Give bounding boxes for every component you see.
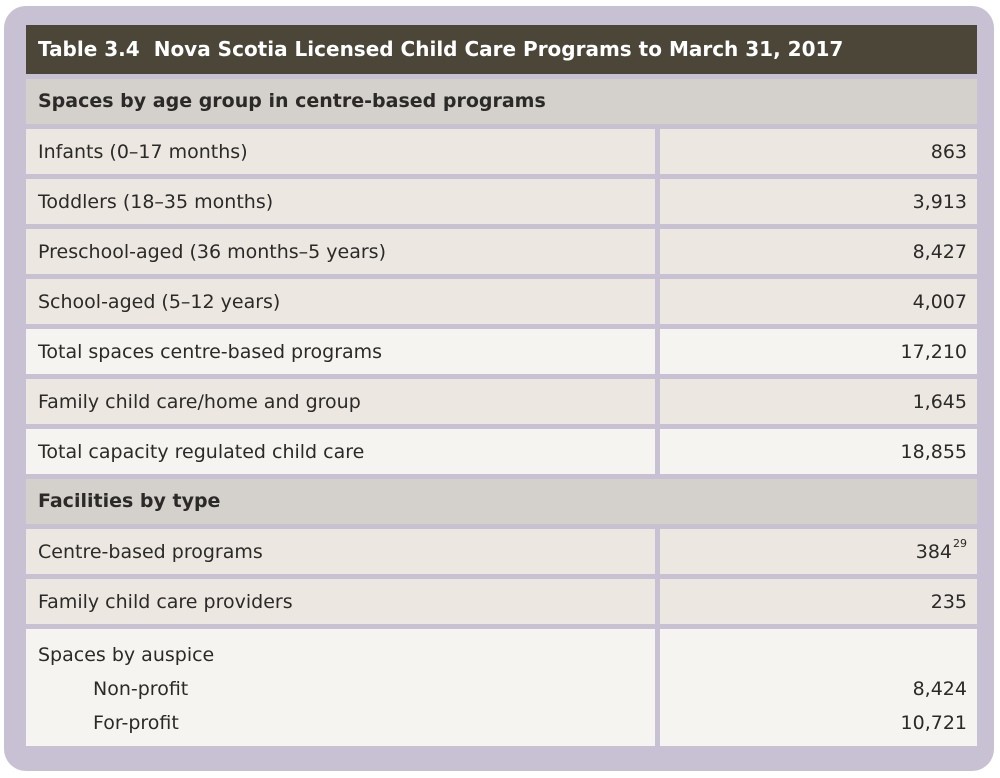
table-row: School-aged (5–12 years) 4,007 xyxy=(26,279,977,324)
row-value: 863 xyxy=(660,129,977,174)
table-row: Family child care providers 235 xyxy=(26,579,977,624)
section-heading-spaces: Spaces by age group in centre-based prog… xyxy=(26,79,977,124)
row-value: 18,855 xyxy=(660,429,977,474)
table: Table 3.4 Nova Scotia Licensed Child Care… xyxy=(26,25,977,751)
table-title-bar: Table 3.4 Nova Scotia Licensed Child Care… xyxy=(26,25,977,74)
row-value: 384 29 xyxy=(660,529,977,574)
row-value: 1,645 xyxy=(660,379,977,424)
section-heading-facilities: Facilities by type xyxy=(26,479,977,524)
auspice-heading: Spaces by auspice xyxy=(38,644,215,666)
auspice-item-value: 8,424 xyxy=(912,678,967,700)
auspice-item-label: Non-profit xyxy=(93,678,189,700)
table-row: Family child care/home and group 1,645 xyxy=(26,379,977,424)
row-label: Total spaces centre-based programs xyxy=(26,329,655,374)
table-row: Total capacity regulated child care 18,8… xyxy=(26,429,977,474)
auspice-values: 8,424 10,721 xyxy=(660,629,977,746)
row-label: School-aged (5–12 years) xyxy=(26,279,655,324)
row-label: Family child care/home and group xyxy=(26,379,655,424)
row-value: 3,913 xyxy=(660,179,977,224)
row-value: 235 xyxy=(660,579,977,624)
table-row-auspice: Spaces by auspice Non-profit For-profit … xyxy=(26,629,977,746)
row-value: 17,210 xyxy=(660,329,977,374)
table-row: Total spaces centre-based programs 17,21… xyxy=(26,329,977,374)
table-row: Preschool-aged (36 months–5 years) 8,427 xyxy=(26,229,977,274)
auspice-item-label: For-profit xyxy=(93,712,179,734)
row-label: Infants (0–17 months) xyxy=(26,129,655,174)
table-row: Toddlers (18–35 months) 3,913 xyxy=(26,179,977,224)
row-label: Preschool-aged (36 months–5 years) xyxy=(26,229,655,274)
table-number: Table 3.4 xyxy=(38,37,140,61)
row-value: 8,427 xyxy=(660,229,977,274)
row-value: 4,007 xyxy=(660,279,977,324)
auspice-item-value: 10,721 xyxy=(900,712,967,734)
auspice-labels: Spaces by auspice Non-profit For-profit xyxy=(26,629,655,746)
row-label: Toddlers (18–35 months) xyxy=(26,179,655,224)
table-row: Infants (0–17 months) 863 xyxy=(26,129,977,174)
footnote-marker: 29 xyxy=(953,537,967,550)
row-label: Family child care providers xyxy=(26,579,655,624)
row-label: Total capacity regulated child care xyxy=(26,429,655,474)
table-row: Centre-based programs 384 29 xyxy=(26,529,977,574)
table-title: Nova Scotia Licensed Child Care Programs… xyxy=(153,37,844,61)
value-number: 384 xyxy=(915,540,952,563)
table-frame: Table 3.4 Nova Scotia Licensed Child Care… xyxy=(4,6,994,771)
row-label: Centre-based programs xyxy=(26,529,655,574)
